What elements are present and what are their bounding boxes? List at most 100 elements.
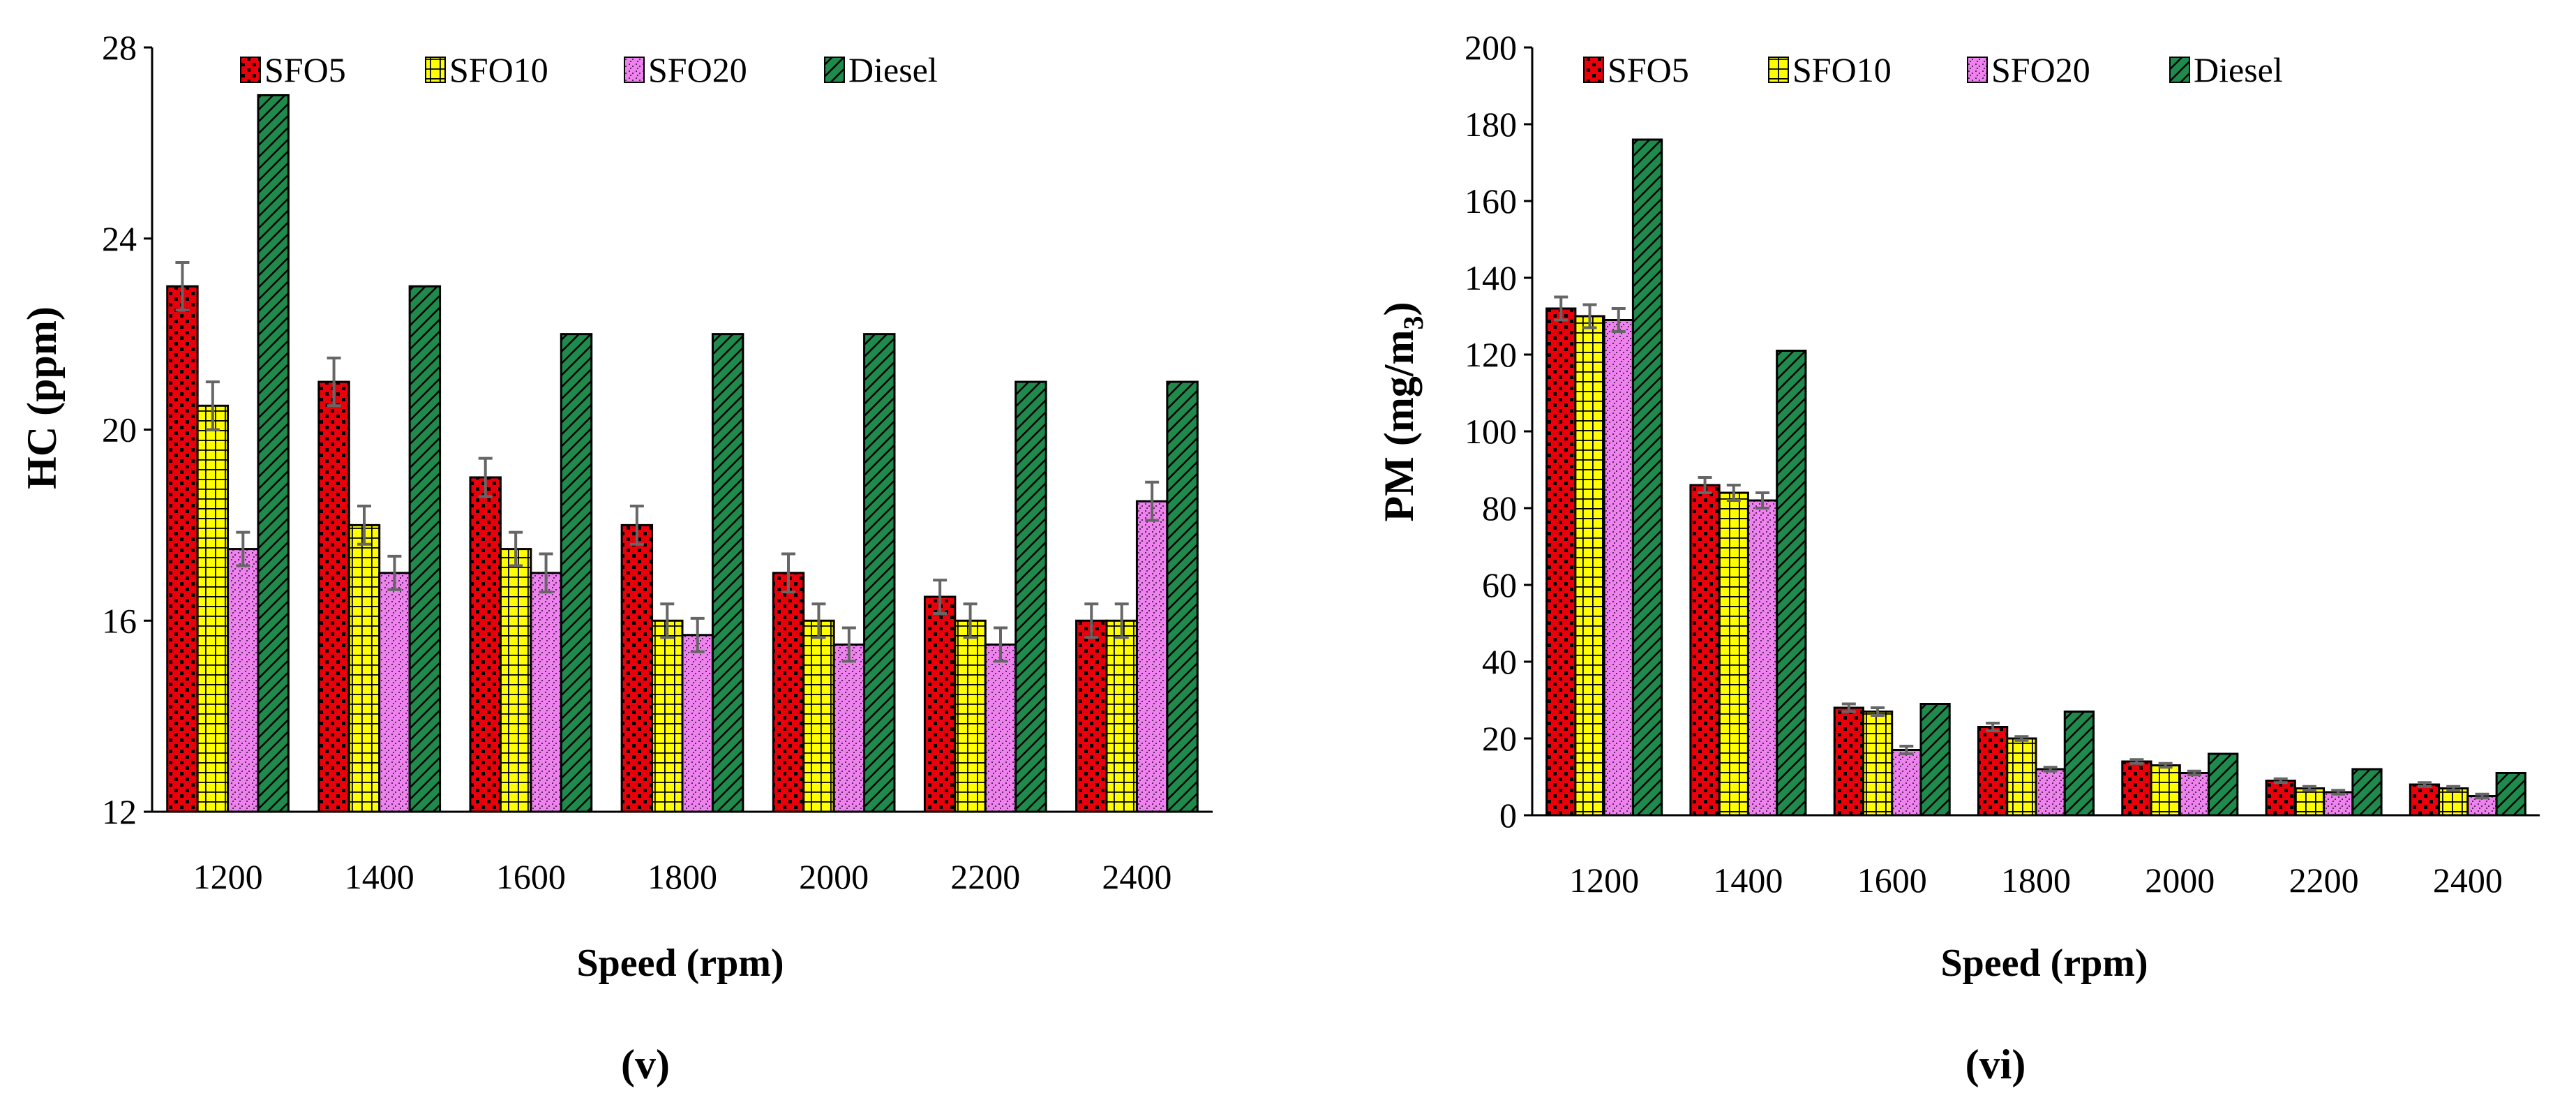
y-tick-label: 24	[102, 219, 137, 258]
bar-sfo20-2200	[2323, 791, 2354, 817]
legend-swatch-sfo20	[1967, 57, 1988, 83]
bar-sfo10-1400	[1718, 491, 1749, 817]
legend-swatch-diesel	[2169, 57, 2190, 83]
x-tick-label: 2400	[1102, 857, 1171, 896]
bar-sfo10-2200	[954, 619, 987, 813]
bar-sfo20-1200	[1603, 319, 1634, 817]
bar-diesel-2200	[1014, 380, 1047, 813]
bar-diesel-1800	[711, 333, 744, 813]
x-tick-label: 1800	[2001, 861, 2071, 900]
bar-sfo10-1200	[196, 404, 230, 813]
bar-sfo5-1800	[1977, 726, 2009, 817]
bar-diesel-1400	[1776, 350, 1807, 817]
y-tick-label: 60	[1482, 565, 1517, 604]
x-tick-label: 1600	[496, 857, 566, 896]
y-axis-title-close: )	[1376, 302, 1422, 316]
bar-sfo5-1200	[166, 285, 199, 813]
legend-label-diesel: Diesel	[2194, 50, 2283, 89]
legend-label-sfo5: SFO5	[1608, 50, 1689, 89]
x-tick-label: 1600	[1857, 861, 1927, 900]
bar-sfo20-1400	[1746, 499, 1779, 817]
x-tick-label: 2000	[2145, 861, 2215, 900]
panel-label: (vi)	[1965, 1041, 2026, 1087]
bar-sfo5-2000	[2121, 760, 2152, 817]
bar-sfo20-2200	[984, 643, 1017, 813]
bar-sfo10-1200	[1574, 315, 1605, 817]
y-tick-label: 20	[1482, 719, 1517, 758]
bar-diesel-1200	[257, 94, 290, 813]
x-tick-label: 2200	[2289, 861, 2359, 900]
legend-label-sfo10: SFO10	[1792, 50, 1892, 89]
x-tick-label: 1800	[647, 857, 717, 896]
x-tick-label: 2000	[799, 857, 869, 896]
panel-label: (v)	[621, 1041, 670, 1087]
bar-sfo20-1200	[227, 548, 260, 813]
legend-swatch-sfo5	[240, 57, 261, 83]
y-tick-label: 28	[102, 28, 137, 67]
legend-swatch-sfo20	[624, 57, 645, 83]
bar-sfo20-2400	[1135, 500, 1169, 813]
bar-sfo5-2400	[2409, 783, 2441, 817]
bar-sfo10-1400	[347, 523, 381, 813]
bar-diesel-2400	[1166, 380, 1199, 813]
legend-swatch-sfo5	[1583, 57, 1604, 83]
y-axis-title: HC (ppm)	[19, 306, 65, 489]
y-tick-label: 20	[102, 410, 137, 450]
bar-sfo10-1600	[1862, 711, 1894, 817]
bar-sfo10-2200	[2293, 787, 2326, 817]
bar-sfo5-2000	[772, 572, 805, 813]
bar-sfo5-1800	[620, 523, 654, 813]
legend-swatch-sfo10	[1768, 57, 1789, 83]
bar-sfo5-2200	[923, 595, 957, 813]
bar-diesel-2000	[2208, 752, 2239, 817]
y-tick-label: 16	[102, 601, 137, 640]
bar-sfo5-2200	[2265, 780, 2296, 817]
bar-sfo5-2400	[1075, 619, 1108, 813]
bar-sfo5-1400	[317, 380, 350, 813]
x-axis-title: Speed (rpm)	[1940, 942, 2148, 985]
bar-sfo10-2400	[2438, 787, 2469, 817]
bar-sfo20-1600	[530, 572, 562, 813]
bar-sfo10-2000	[2150, 764, 2181, 817]
legend-label-diesel: Diesel	[848, 50, 938, 89]
y-tick-label: 12	[102, 792, 137, 831]
bar-sfo20-1600	[1891, 749, 1922, 817]
legend-swatch-sfo10	[425, 57, 446, 83]
bar-sfo20-1800	[681, 634, 714, 813]
hc-chart: HC (ppm) Speed (rpm) (v) 12 16 20 24 28 1200 1…	[19, 28, 1213, 1087]
legend-swatch-diesel	[824, 57, 845, 83]
legend-label-sfo10: SFO10	[449, 50, 548, 89]
bar-diesel-1400	[408, 285, 442, 813]
bar-sfo20-2000	[2178, 772, 2210, 817]
bar-diesel-1600	[1919, 703, 1951, 817]
legend-label-sfo20: SFO20	[1991, 50, 2090, 89]
x-tick-label: 1400	[345, 857, 414, 896]
y-tick-label: 100	[1465, 412, 1517, 451]
bar-sfo5-1200	[1545, 307, 1577, 817]
bar-sfo10-1800	[2006, 737, 2037, 817]
bar-sfo5-1600	[1833, 706, 1864, 817]
bar-sfo20-1800	[2035, 768, 2066, 817]
bar-diesel-1800	[2063, 711, 2095, 817]
x-tick-label: 2200	[950, 857, 1020, 896]
bar-sfo5-1600	[469, 476, 502, 813]
x-tick-label: 2400	[2433, 861, 2503, 900]
bar-sfo5-1400	[1689, 484, 1721, 817]
y-axis-title: PM (mg/m3)	[1376, 302, 1429, 522]
x-tick-label: 1200	[193, 857, 263, 896]
bar-diesel-2400	[2495, 772, 2526, 817]
x-tick-label: 1200	[1569, 861, 1639, 900]
bar-diesel-1600	[560, 333, 593, 813]
x-axis-title: Speed (rpm)	[576, 942, 784, 985]
legend-label-sfo20: SFO20	[648, 50, 747, 89]
bar-sfo20-1400	[378, 572, 411, 813]
bar-sfo10-1600	[499, 548, 532, 813]
bar-diesel-2200	[2351, 768, 2383, 817]
y-tick-label: 120	[1465, 335, 1517, 374]
bar-sfo10-2000	[802, 619, 835, 813]
pm-chart: PM (mg/m3) Speed (rpm) (vi) 0 20 40 60 80 100…	[1376, 28, 2540, 1087]
y-tick-label: 180	[1465, 105, 1517, 144]
y-axis-title-main: PM (mg/m	[1376, 330, 1422, 522]
bar-diesel-2000	[863, 333, 896, 813]
